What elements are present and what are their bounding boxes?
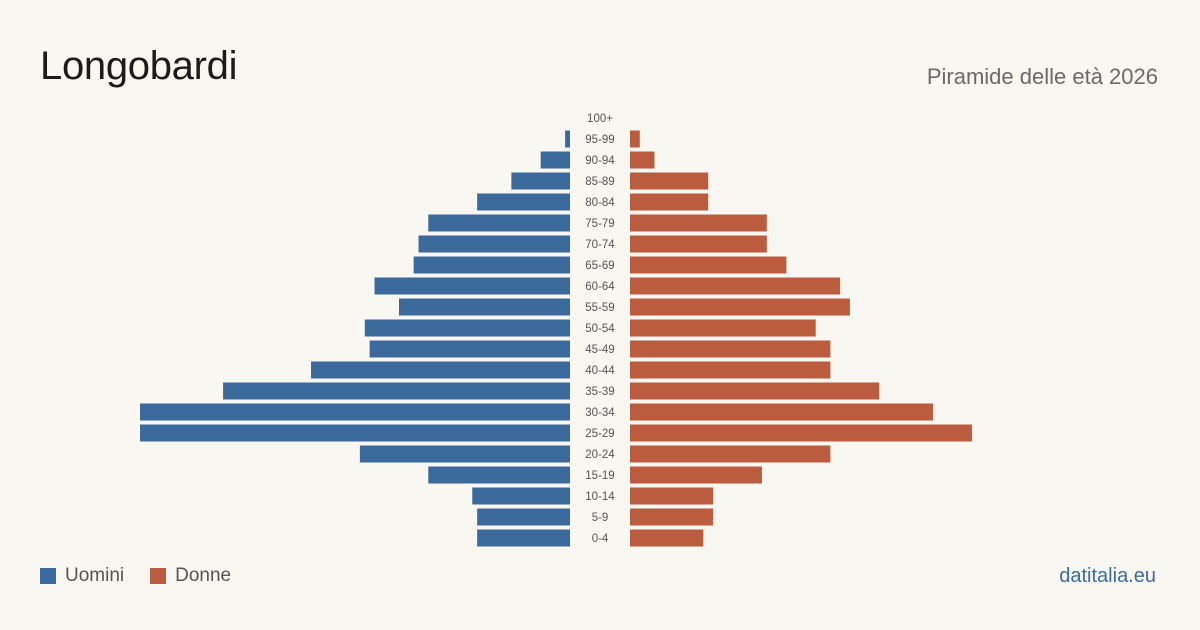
source-link[interactable]: datitalia.eu	[1059, 565, 1156, 587]
bar-women-70-74	[630, 235, 767, 253]
bar-men-80-84	[477, 193, 570, 211]
bar-men-55-59	[398, 298, 570, 316]
bar-men-40-44	[311, 361, 570, 379]
age-label: 25-29	[585, 428, 614, 440]
bar-men-75-79	[428, 214, 570, 232]
age-label: 75-79	[585, 218, 614, 230]
age-label: 65-69	[585, 260, 614, 272]
bar-men-5-9	[477, 508, 570, 526]
bar-women-30-34	[630, 403, 933, 421]
age-label: 15-19	[585, 470, 614, 482]
chart-title: Longobardi	[40, 44, 238, 88]
age-label: 0-4	[592, 533, 609, 545]
bar-men-25-29	[140, 424, 570, 442]
bar-men-15-19	[428, 466, 570, 484]
legend-swatch-men	[40, 568, 56, 584]
bar-men-60-64	[374, 277, 570, 295]
bar-women-55-59	[630, 298, 850, 316]
bar-men-35-39	[223, 382, 570, 400]
bar-men-10-14	[472, 487, 570, 505]
bar-men-95-99	[565, 130, 570, 148]
bar-men-90-94	[540, 151, 570, 169]
chart-subtitle: Piramide delle età 2026	[926, 64, 1158, 89]
age-label: 20-24	[585, 449, 615, 461]
bar-women-85-89	[630, 172, 709, 190]
bar-men-0-4	[477, 529, 570, 547]
legend-swatch-women	[150, 568, 167, 584]
legend: Uomini Donne	[40, 565, 257, 587]
bar-men-70-74	[418, 235, 570, 253]
bar-men-65-69	[413, 256, 570, 274]
age-label: 45-49	[585, 344, 614, 356]
bar-women-60-64	[630, 277, 841, 295]
bar-women-25-29	[630, 424, 973, 442]
bar-women-90-94	[630, 151, 655, 169]
age-label: 70-74	[585, 239, 615, 251]
bar-women-80-84	[630, 193, 709, 211]
bar-women-75-79	[630, 214, 767, 232]
age-label: 50-54	[585, 323, 615, 335]
age-label: 85-89	[585, 176, 614, 188]
bar-women-10-14	[630, 487, 714, 505]
legend-label-men: Uomini	[65, 565, 125, 586]
legend-label-women: Donne	[175, 565, 232, 586]
age-label: 40-44	[585, 365, 615, 377]
bar-men-30-34	[140, 403, 570, 421]
bar-women-65-69	[630, 256, 787, 274]
age-label: 60-64	[585, 281, 615, 293]
age-label: 10-14	[585, 491, 615, 503]
bar-women-5-9	[630, 508, 714, 526]
bar-women-40-44	[630, 361, 831, 379]
bar-men-50-54	[364, 319, 570, 337]
age-label: 30-34	[585, 407, 615, 419]
bar-men-85-89	[511, 172, 570, 190]
bar-women-45-49	[630, 340, 831, 358]
age-label: 5-9	[592, 512, 609, 524]
age-label: 55-59	[585, 302, 614, 314]
legend-item-women: Donne	[150, 565, 231, 587]
age-label: 100+	[587, 113, 613, 125]
bar-women-35-39	[630, 382, 880, 400]
age-label: 90-94	[585, 155, 615, 167]
legend-item-men: Uomini	[40, 565, 124, 587]
bar-men-20-24	[359, 445, 570, 463]
age-label: 35-39	[585, 386, 614, 398]
bar-women-0-4	[630, 529, 704, 547]
bar-women-15-19	[630, 466, 762, 484]
age-label: 95-99	[585, 134, 614, 146]
age-label: 80-84	[585, 197, 615, 209]
bar-men-45-49	[369, 340, 570, 358]
bar-women-50-54	[630, 319, 816, 337]
bar-women-20-24	[630, 445, 831, 463]
bar-women-95-99	[630, 130, 640, 148]
